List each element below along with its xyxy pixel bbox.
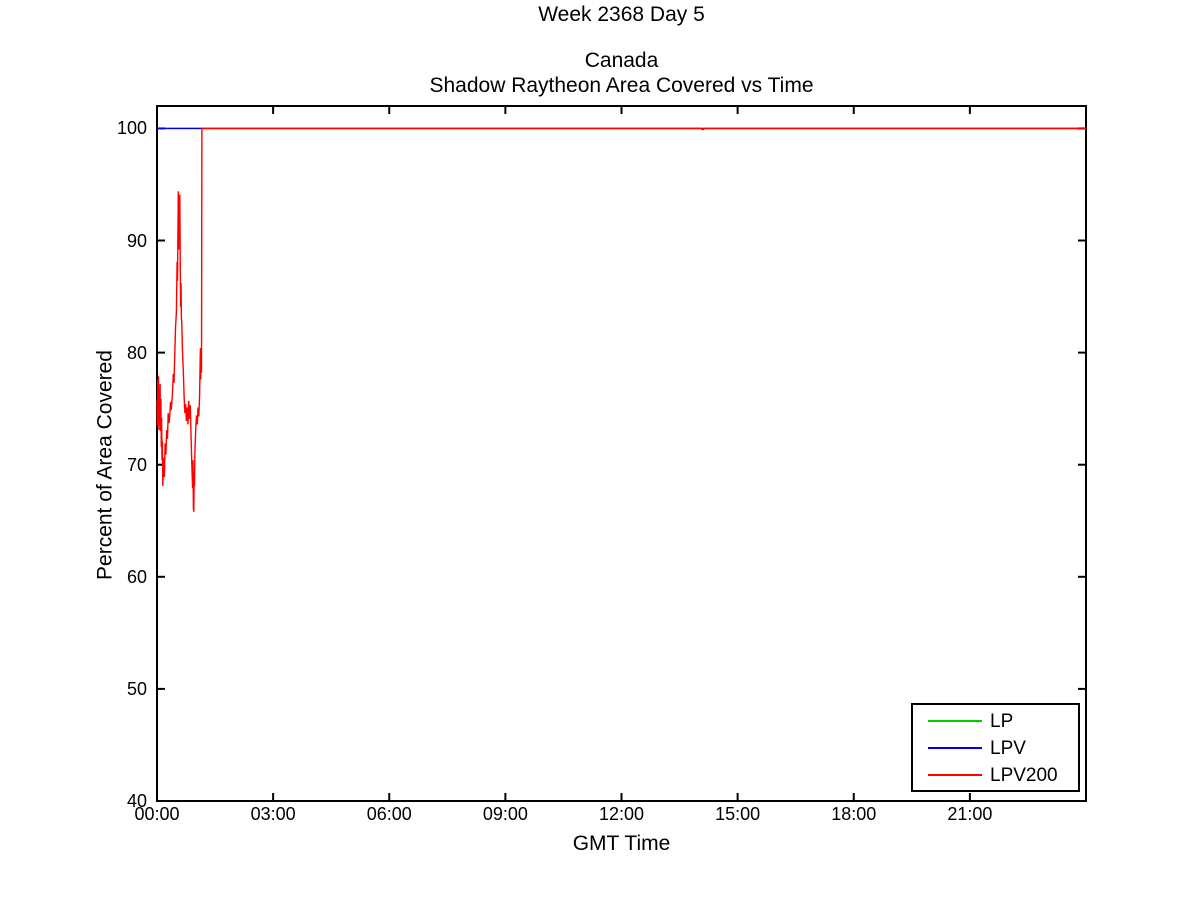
x-tick-label-15:00: 15:00	[715, 804, 761, 824]
legend-line-sample-lp	[928, 720, 982, 722]
x-tick-label-00:00: 00:00	[134, 804, 180, 824]
y-tick-label-70: 70	[126, 454, 147, 475]
x-tick-label-12:00: 12:00	[598, 804, 645, 824]
legend-line-sample-lpv	[928, 747, 982, 749]
y-tick-label-90: 90	[126, 230, 147, 251]
x-tick-label-21:00: 21:00	[947, 804, 993, 824]
y-tick-label-40: 40	[126, 791, 147, 811]
legend-label-lp: LP	[990, 710, 1014, 732]
series-lpv200-line	[156, 127, 1086, 512]
legend: LP LPV LPV200	[911, 703, 1080, 792]
y-tick-label-60: 60	[126, 566, 147, 587]
y-tick-label-80: 80	[126, 342, 147, 363]
y-tick-label-100: 100	[116, 118, 147, 139]
x-tick-label-09:00: 09:00	[482, 804, 528, 824]
legend-label-lpv200: LPV200	[990, 764, 1058, 786]
chart-title-country: Canada	[584, 49, 659, 72]
y-tick-label-50: 50	[126, 678, 147, 699]
x-tick-label-03:00: 03:00	[250, 804, 296, 824]
chart-title-main: Shadow Raytheon Area Covered vs Time	[429, 74, 814, 97]
axes-box	[156, 105, 1087, 802]
x-tick-label-18:00: 18:00	[831, 804, 877, 824]
legend-line-sample-lpv200	[928, 774, 982, 776]
legend-label-lpv: LPV	[990, 737, 1026, 759]
figure-suptitle: Week 2368 Day 5	[538, 3, 705, 26]
x-tick-label-06:00: 06:00	[366, 804, 412, 824]
x-axis-label: GMT Time	[572, 832, 671, 855]
